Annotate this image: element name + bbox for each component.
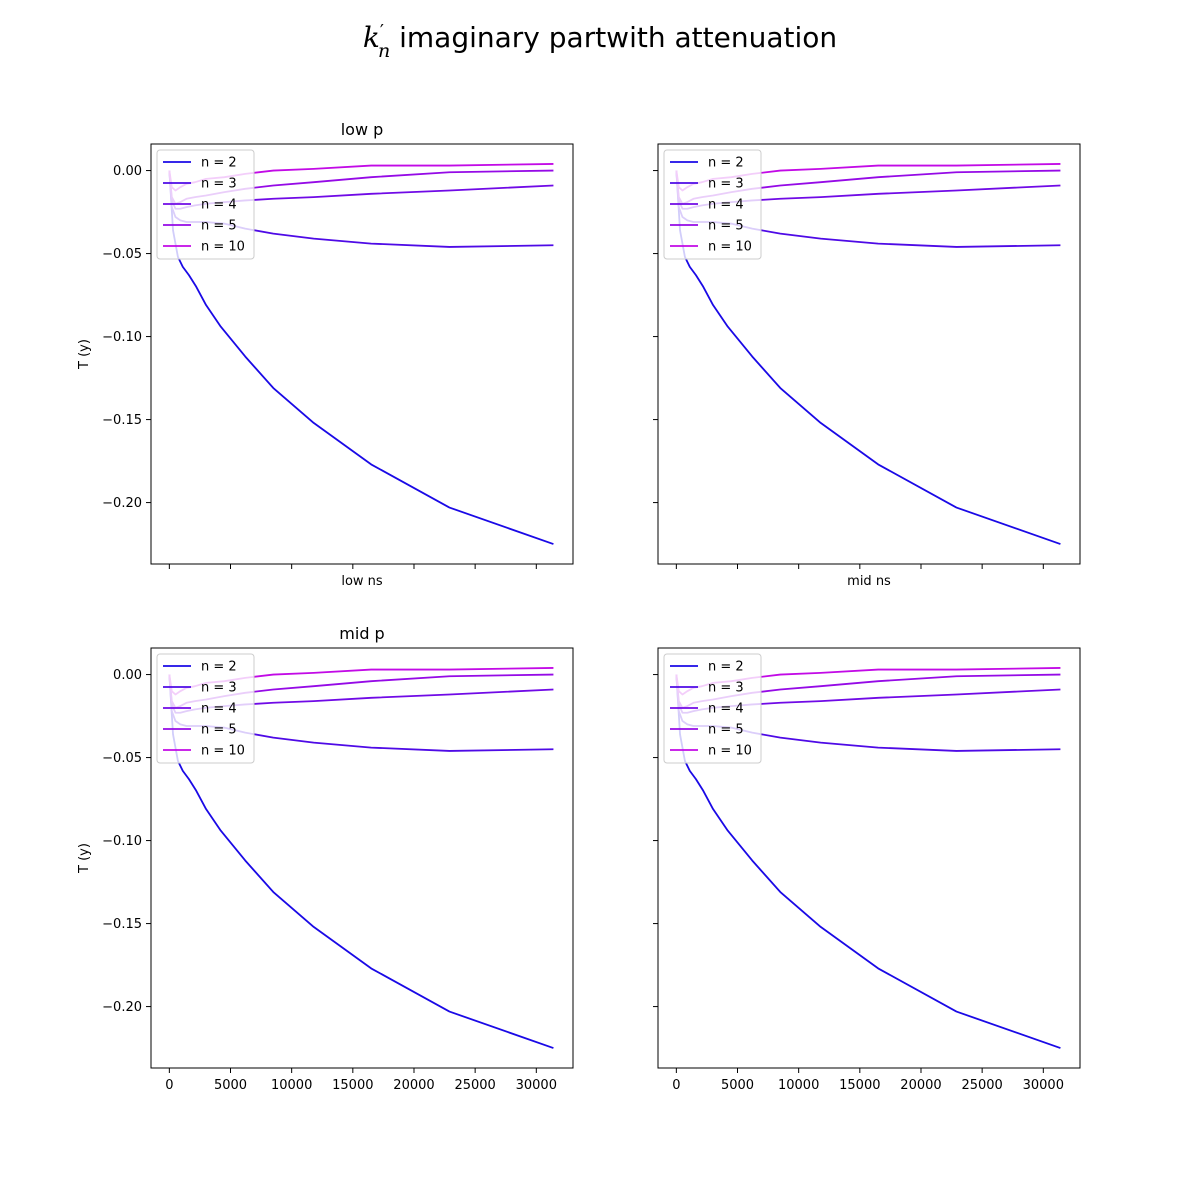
legend-label: n = 10 — [708, 240, 752, 255]
figure-title-math-prime: ′ — [380, 21, 384, 42]
legend-box — [156, 653, 255, 764]
x-axis-label: low ns — [341, 574, 383, 589]
subplot-4: 0 5000 10000 15000 20000 25000 30000 n = 2 n = 3… — [653, 647, 1081, 1093]
x-tick-label: 25000 — [961, 1078, 1002, 1093]
legend-label: n = 5 — [201, 723, 237, 738]
y-tick-label: 0.00 — [113, 668, 142, 683]
figure-title-text: imaginary partwith attenuation — [390, 21, 837, 54]
figure-title: k′ n imaginary partwith attenuation — [363, 21, 837, 62]
legend-label: n = 10 — [201, 744, 245, 759]
subplot-1: 0.00 −0.05 −0.10 −0.15 −0.20 low p low ns T (y)… — [77, 120, 574, 589]
x-tick-label: 0 — [165, 1078, 173, 1093]
x-tick-label: 30000 — [1023, 1078, 1064, 1093]
legend-label: n = 4 — [708, 702, 744, 717]
y-tick-label: −0.20 — [102, 496, 142, 511]
y-tick-label: −0.05 — [102, 751, 142, 766]
legend-label: n = 4 — [201, 702, 237, 717]
subplot-3: 0 5000 10000 15000 20000 25000 30000 0.00 −0.05 −… — [77, 624, 574, 1093]
subplot-title: low p — [341, 120, 384, 139]
figure-title-math-main: k — [363, 21, 380, 54]
legend-label: n = 2 — [201, 660, 237, 675]
y-axis-label: T (y) — [77, 843, 92, 874]
y-tick-label: 0.00 — [113, 164, 142, 179]
x-tick-label: 20000 — [393, 1078, 434, 1093]
legend-label: n = 2 — [201, 156, 237, 171]
subplot-2: mid ns n = 2 n = 3 n = 4 n = 5 n = 10 — [653, 143, 1081, 589]
legend-box — [663, 149, 762, 260]
axes-frame — [657, 647, 1081, 1069]
x-tick-label: 10000 — [271, 1078, 312, 1093]
legend-label: n = 3 — [201, 177, 237, 192]
legend: n = 2 n = 3 n = 4 n = 5 n = 10 — [156, 149, 255, 260]
x-tick-label: 10000 — [778, 1078, 819, 1093]
legend: n = 2 n = 3 n = 4 n = 5 n = 10 — [663, 149, 762, 260]
subplot-title: mid p — [339, 624, 384, 643]
figure-title-math-sub: n — [378, 40, 390, 62]
y-tick-label: −0.20 — [102, 1000, 142, 1015]
x-tick-label: 25000 — [454, 1078, 495, 1093]
legend-label: n = 5 — [708, 219, 744, 234]
y-tick-label: −0.15 — [102, 917, 142, 932]
axes-frame — [657, 143, 1081, 565]
x-tick-label: 15000 — [332, 1078, 373, 1093]
legend-label: n = 3 — [708, 681, 744, 696]
legend-label: n = 5 — [708, 723, 744, 738]
axes-frame — [150, 647, 574, 1069]
x-tick-label: 5000 — [721, 1078, 754, 1093]
legend: n = 2 n = 3 n = 4 n = 5 n = 10 — [663, 653, 762, 764]
y-tick-label: −0.05 — [102, 247, 142, 262]
legend-label: n = 4 — [708, 198, 744, 213]
legend-label: n = 2 — [708, 660, 744, 675]
legend-box — [663, 653, 762, 764]
subplot-grid: 0.00 −0.05 −0.10 −0.15 −0.20 low p low ns T (y)… — [77, 120, 1081, 1093]
y-tick-label: −0.15 — [102, 413, 142, 428]
legend-label: n = 10 — [201, 240, 245, 255]
legend-label: n = 4 — [201, 198, 237, 213]
legend-box — [156, 149, 255, 260]
x-tick-label: 15000 — [839, 1078, 880, 1093]
x-tick-label: 30000 — [516, 1078, 557, 1093]
legend: n = 2 n = 3 n = 4 n = 5 n = 10 — [156, 653, 255, 764]
x-tick-label: 20000 — [900, 1078, 941, 1093]
y-tick-label: −0.10 — [102, 834, 142, 849]
y-tick-label: −0.10 — [102, 330, 142, 345]
y-axis-label: T (y) — [77, 339, 92, 370]
legend-label: n = 10 — [708, 744, 752, 759]
x-tick-label: 5000 — [214, 1078, 247, 1093]
axes-frame — [150, 143, 574, 565]
legend-label: n = 2 — [708, 156, 744, 171]
x-tick-label: 0 — [672, 1078, 680, 1093]
legend-label: n = 3 — [201, 681, 237, 696]
x-axis-label: mid ns — [847, 574, 891, 589]
legend-label: n = 3 — [708, 177, 744, 192]
legend-label: n = 5 — [201, 219, 237, 234]
